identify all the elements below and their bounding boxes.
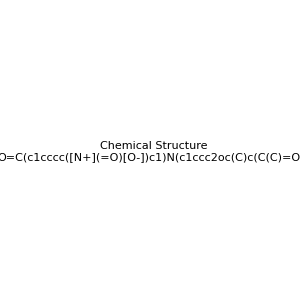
Text: Chemical Structure
O=C(c1cccc([N+](=O)[O-])c1)N(c1ccc2oc(C)c(C(C)=O)c: Chemical Structure O=C(c1cccc([N+](=O)[O… <box>0 141 300 162</box>
